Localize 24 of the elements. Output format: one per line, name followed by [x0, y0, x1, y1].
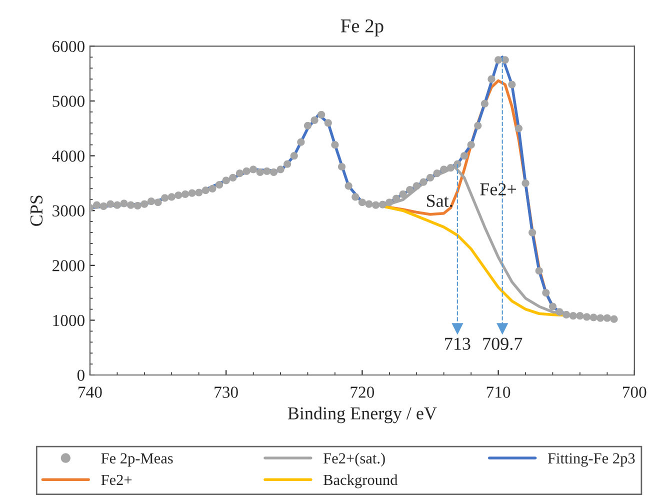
- legend-label: Fitting-Fe 2p3: [548, 453, 635, 467]
- y-axis-title: CPS: [30, 196, 43, 226]
- y-tick-label: 5000: [52, 96, 84, 107]
- annotation: Sat.: [427, 194, 452, 207]
- y-tick-label: 3000: [52, 205, 84, 217]
- x-axis-title: Binding Energy / eV: [288, 406, 437, 424]
- x-tick-label: 720: [350, 386, 374, 398]
- legend-label: Fe2+: [101, 474, 132, 486]
- ref-line-label: 713: [445, 338, 470, 350]
- y-tick-label: 1000: [53, 314, 84, 326]
- chart-title: Fe 2p: [340, 19, 384, 36]
- y-tick-label: 4000: [52, 150, 84, 162]
- ref-line-label: 709.7: [483, 338, 522, 350]
- legend-label: Background: [324, 474, 398, 488]
- x-tick-label: 730: [214, 386, 238, 398]
- annotation: Fe2+: [480, 183, 516, 196]
- legend-label: Fe 2p-Meas: [101, 453, 173, 467]
- x-tick-label: 740: [78, 386, 102, 398]
- x-tick-label: 700: [622, 386, 646, 398]
- y-tick-label: 6000: [52, 40, 84, 52]
- x-tick-label: 710: [486, 386, 510, 398]
- legend-label: Fe2+(sat.): [324, 452, 385, 467]
- y-tick-label: 2000: [52, 260, 84, 272]
- y-tick-label: 0: [77, 370, 84, 381]
